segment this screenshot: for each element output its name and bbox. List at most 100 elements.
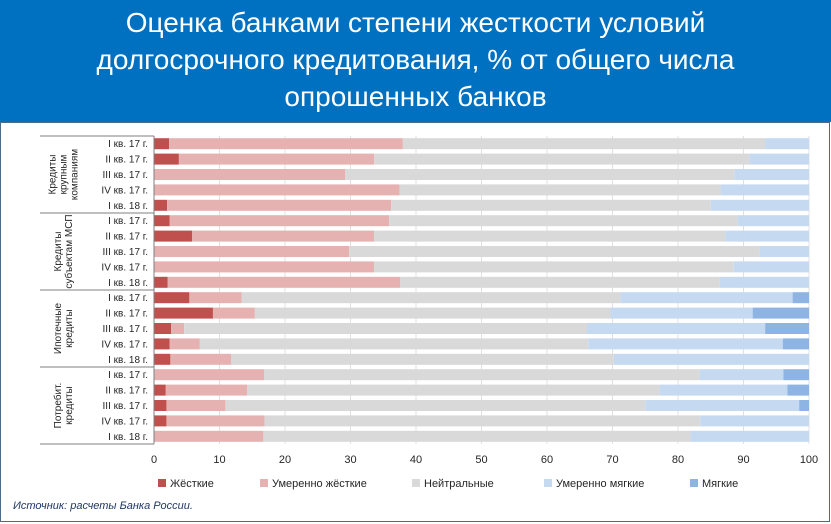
- bar-segment-2-row-7: [191, 230, 375, 242]
- bar-segment-3-row-11: [241, 292, 621, 304]
- bar-segment-4-row-5: [710, 199, 809, 211]
- bar-segment-1-row-19: [154, 415, 167, 427]
- bar-segment-3-row-12: [254, 307, 611, 319]
- x-tick-label-0: 0: [151, 454, 157, 466]
- bar-segment-2-row-18: [166, 400, 226, 411]
- bar-segment-3-row-8: [349, 246, 760, 257]
- category-label-10: I кв. 18 г.: [108, 278, 148, 289]
- bar-segment-4-row-15: [613, 353, 809, 365]
- bar-segment-1-row-12: [154, 307, 213, 319]
- bar-segment-3-row-16: [264, 369, 700, 381]
- category-label-12: II кв. 17 г.: [105, 309, 148, 320]
- legend-swatch-1: [158, 479, 166, 487]
- x-tick-label-8: 80: [672, 454, 684, 466]
- bar-segment-4-row-7: [725, 230, 809, 242]
- legend-swatch-3: [412, 479, 420, 487]
- group-label-large-companies: Кредитыкрупнымкомпаниям: [48, 149, 81, 200]
- bar-segment-1-row-7: [154, 230, 192, 242]
- bar-segment-4-row-10: [719, 276, 809, 288]
- legend-label-3: Нейтральные: [424, 478, 494, 490]
- bar-segment-2-row-3: [154, 169, 346, 180]
- x-tick-label-7: 70: [606, 454, 618, 466]
- category-label-20: I кв. 18 г.: [108, 432, 148, 443]
- bar-segment-5-row-14: [782, 338, 809, 350]
- source-note: Источник: расчеты Банка России.: [13, 500, 193, 512]
- x-tick-label-9: 90: [737, 454, 749, 466]
- bar-segment-2-row-16: [154, 369, 265, 381]
- bar-segment-2-row-12: [212, 307, 255, 319]
- legend-swatch-4: [544, 479, 552, 487]
- bar-segment-2-row-6: [169, 215, 390, 227]
- bar-segment-4-row-17: [659, 384, 788, 396]
- bar-segment-1-row-14: [154, 338, 170, 350]
- x-tick-label-2: 20: [279, 454, 291, 466]
- bar-segment-2-row-13: [171, 323, 185, 334]
- bar-segment-2-row-9: [154, 261, 375, 273]
- bar-segment-3-row-10: [400, 276, 720, 288]
- bar-segment-2-row-1: [169, 138, 403, 150]
- bar-segment-2-row-8: [154, 246, 350, 257]
- bar-segment-1-row-5: [154, 199, 168, 211]
- legend-label-2: Умеренно жёсткие: [272, 478, 367, 490]
- chart-title-line-1: Оценка банками степени жесткости условий: [125, 7, 706, 38]
- bar-segment-4-row-9: [733, 261, 809, 273]
- bar-segment-2-row-11: [189, 292, 242, 304]
- bar-segment-3-row-19: [264, 415, 701, 427]
- legend-label-5: Мягкие: [702, 478, 738, 490]
- bar-segment-3-row-13: [184, 323, 587, 334]
- bar-segment-3-row-2: [374, 153, 750, 165]
- bar-segment-4-row-16: [699, 369, 784, 381]
- bar-segment-3-row-14: [199, 338, 589, 350]
- category-label-11: I кв. 17 г.: [108, 293, 148, 304]
- category-label-1: I кв. 17 г.: [108, 139, 148, 150]
- bar-segment-1-row-11: [154, 292, 190, 304]
- x-tick-label-4: 40: [410, 454, 422, 466]
- bar-segment-3-row-17: [247, 384, 660, 396]
- chart-title-line-3: опрошенных банков: [284, 81, 547, 112]
- bar-segment-3-row-4: [399, 184, 721, 196]
- bar-segment-1-row-1: [154, 138, 170, 150]
- bar-segment-2-row-20: [154, 430, 264, 442]
- legend-swatch-2: [260, 479, 268, 487]
- category-label-13: III кв. 17 г.: [103, 324, 148, 335]
- x-tick-label-10: 100: [800, 454, 818, 466]
- bar-segment-2-row-4: [154, 184, 400, 196]
- bar-segment-1-row-17: [154, 384, 166, 396]
- bar-segment-4-row-8: [759, 246, 810, 257]
- bar-segment-2-row-19: [166, 415, 265, 427]
- category-label-19: IV кв. 17 г.: [101, 416, 148, 427]
- x-tick-label-1: 10: [213, 454, 225, 466]
- x-tick-label-6: 60: [541, 454, 553, 466]
- category-label-15: I кв. 18 г.: [108, 355, 148, 366]
- bar-segment-1-row-10: [154, 276, 168, 288]
- bar-segment-2-row-15: [170, 353, 232, 365]
- category-label-3: III кв. 17 г.: [103, 170, 148, 181]
- bar-segment-5-row-18: [799, 400, 809, 411]
- bar-segment-4-row-11: [620, 292, 793, 304]
- bar-segment-4-row-1: [765, 138, 809, 150]
- bar-segment-2-row-17: [165, 384, 248, 396]
- category-label-4: IV кв. 17 г.: [101, 185, 148, 196]
- bar-segment-2-row-14: [169, 338, 200, 350]
- bar-segment-4-row-20: [690, 430, 809, 442]
- legend-label-1: Жёсткие: [170, 478, 214, 490]
- bar-segment-1-row-6: [154, 215, 170, 227]
- bar-segment-1-row-13: [154, 323, 172, 334]
- legend-swatch-5: [690, 479, 698, 487]
- category-label-9: IV кв. 17 г.: [101, 262, 148, 273]
- category-label-14: IV кв. 17 г.: [101, 339, 148, 350]
- category-label-16: I кв. 17 г.: [108, 370, 148, 381]
- bar-segment-2-row-2: [178, 153, 375, 165]
- bar-segment-5-row-13: [765, 323, 809, 334]
- bar-segment-3-row-5: [391, 199, 711, 211]
- bar-segment-4-row-4: [720, 184, 809, 196]
- bar-segment-4-row-18: [645, 400, 800, 411]
- bar-segment-2-row-10: [167, 276, 401, 288]
- bar-segment-4-row-3: [734, 169, 809, 180]
- group-label-mortgage: Ипотечныекредиты: [53, 303, 75, 355]
- bar-segment-4-row-12: [610, 307, 753, 319]
- category-label-18: III кв. 17 г.: [103, 401, 148, 412]
- bar-segment-3-row-1: [402, 138, 766, 150]
- legend-label-4: Умеренно мягкие: [556, 478, 644, 490]
